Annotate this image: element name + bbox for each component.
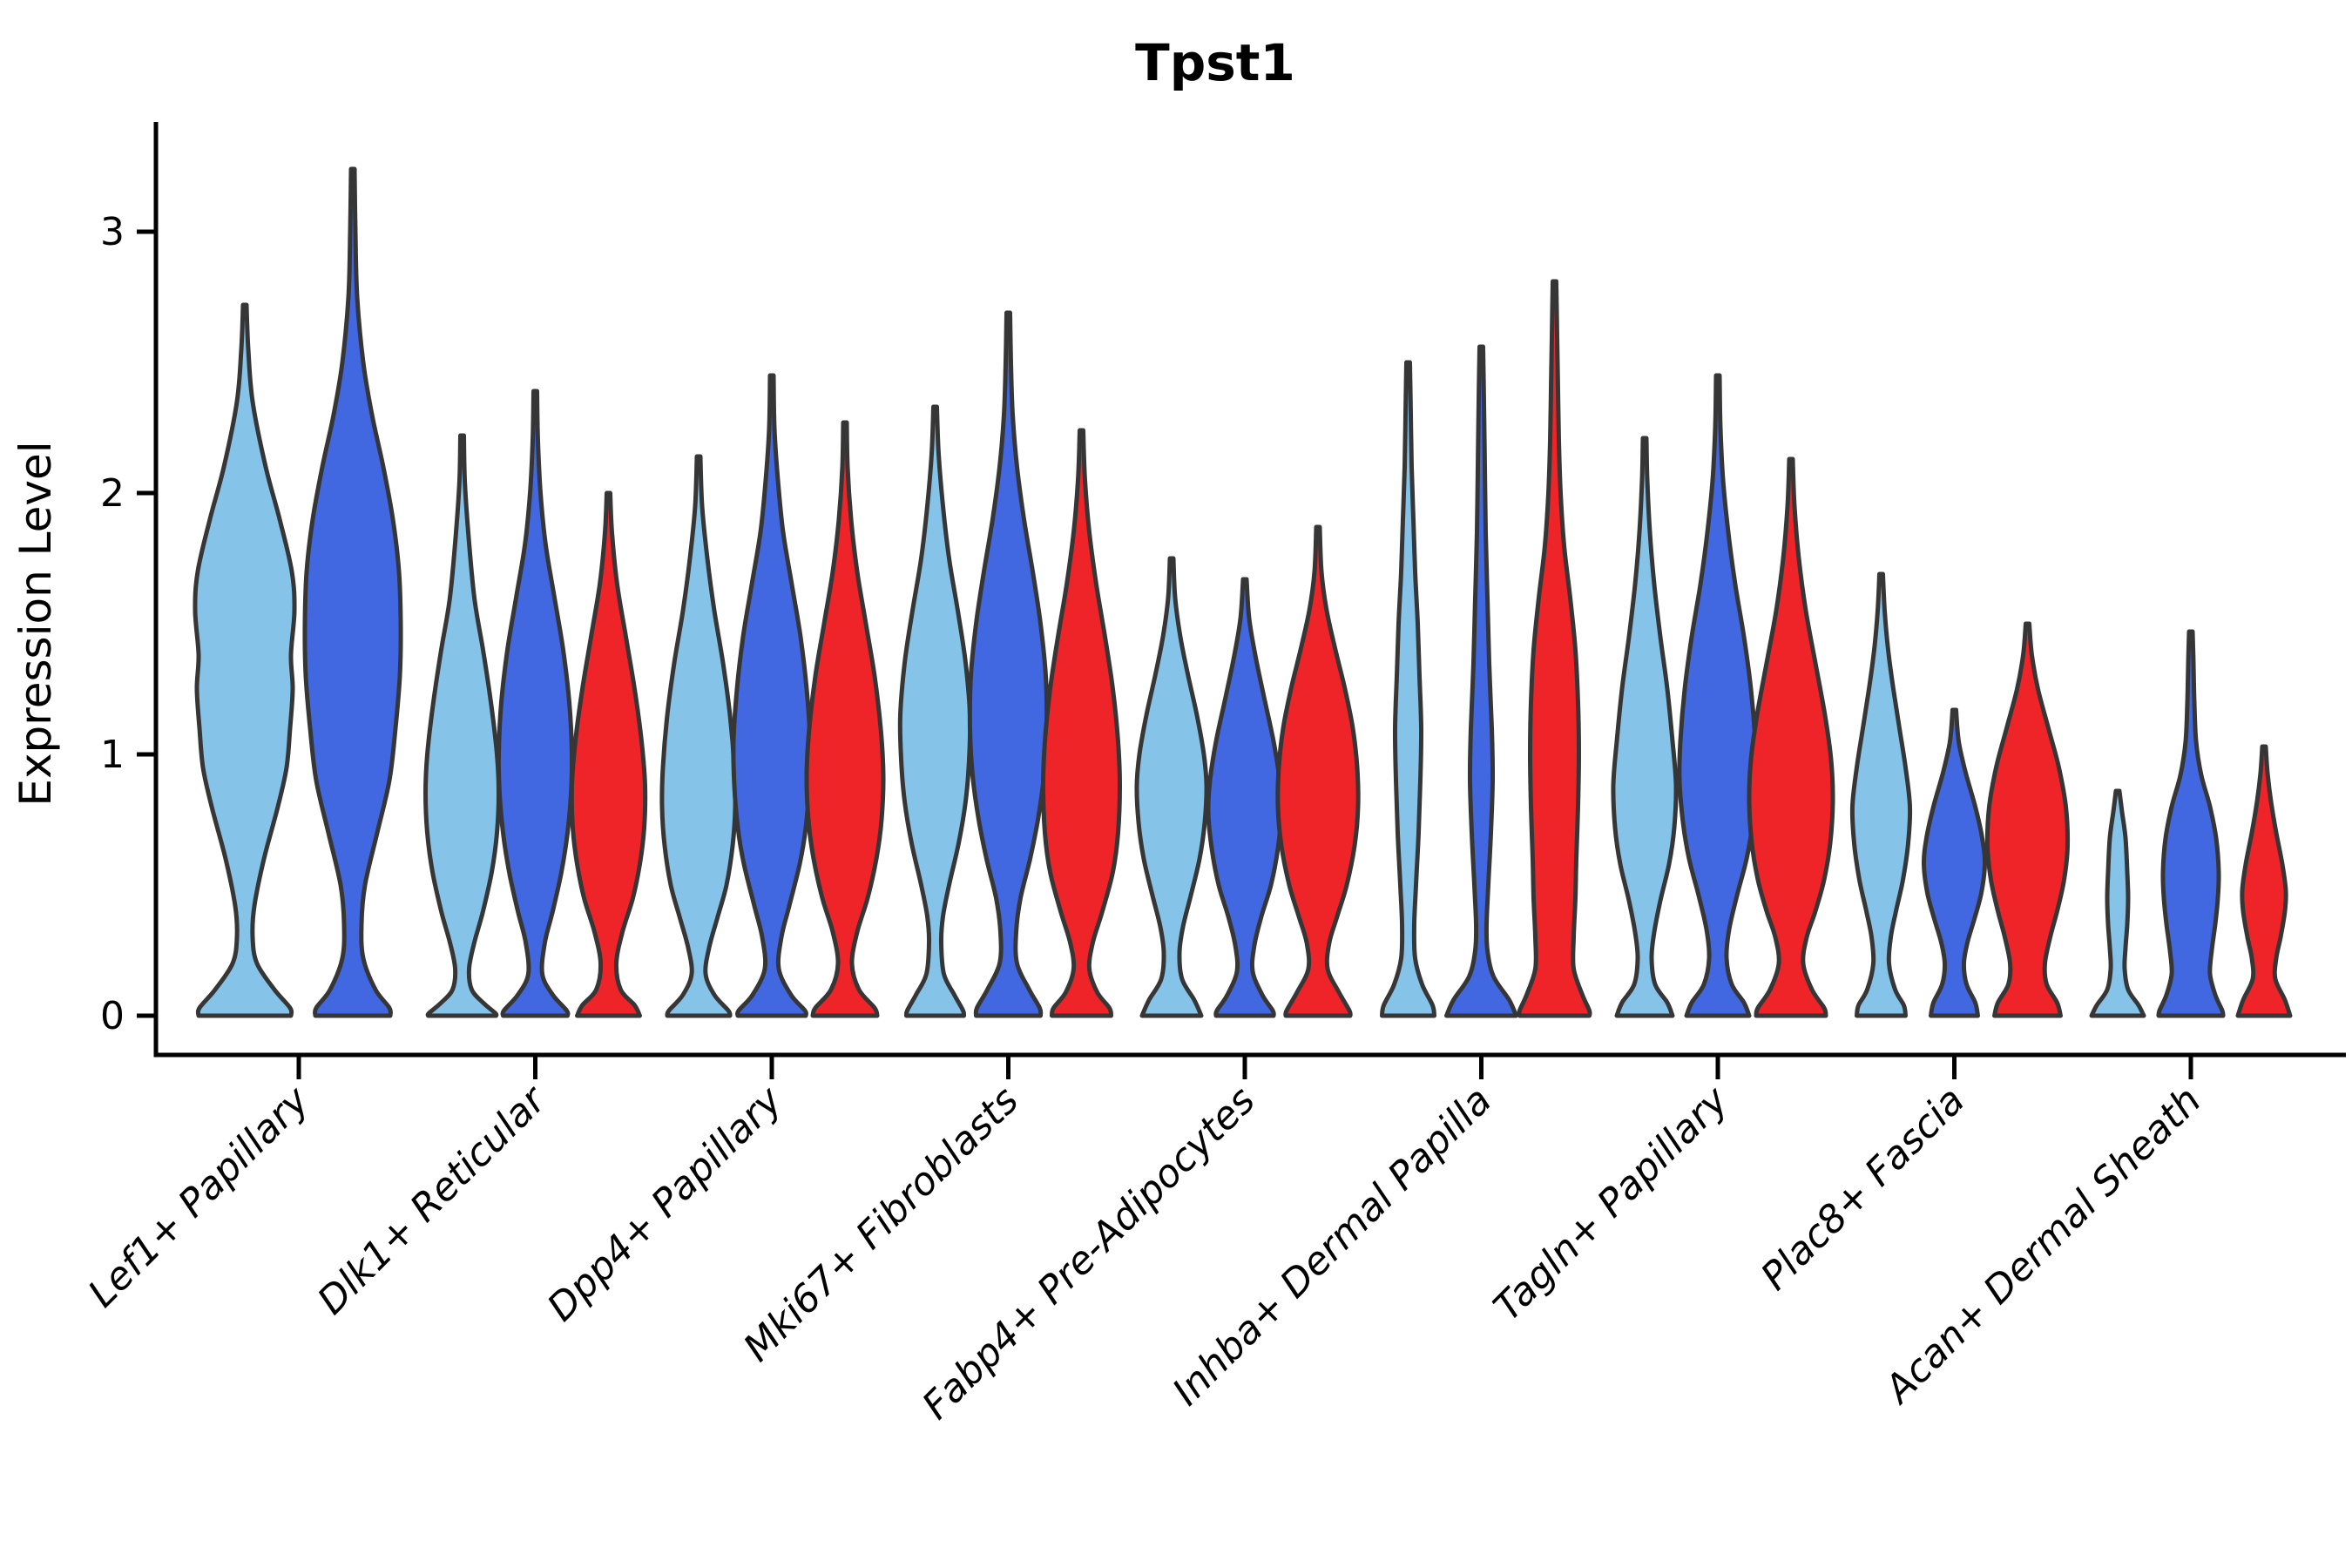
violin-tagln-red [1747, 456, 1835, 1018]
violin-lef1-dark-blue [302, 166, 403, 1018]
violin-dpp4-dark-blue [731, 373, 813, 1018]
plot-title: Tpst1 [1135, 33, 1295, 92]
y-tick-label: 0 [100, 994, 125, 1038]
x-category-label-1: Dlk1+ Reticular [309, 1077, 556, 1323]
violin-tagln-light-blue [1611, 436, 1679, 1018]
violin-mki67-light-blue [897, 404, 973, 1018]
y-tick-label: 3 [100, 210, 125, 254]
violin-dpp4-light-blue [659, 454, 738, 1018]
violin-mki67-dark-blue [967, 310, 1050, 1018]
violin-tagln-dark-blue [1677, 373, 1759, 1018]
violin-plac8-light-blue [1849, 571, 1913, 1018]
violin-inhba-light-blue [1380, 360, 1436, 1018]
violin-mki67-red [1041, 428, 1122, 1018]
violin-acan-red [2235, 744, 2293, 1018]
violin-acan-dark-blue [2156, 629, 2226, 1018]
violin-fabp4-red [1275, 524, 1361, 1018]
violin-dlk1-red [569, 490, 648, 1018]
x-category-label-0: Lef1+ Papillary [80, 1078, 319, 1316]
violins-layer [193, 166, 2293, 1018]
violin-dlk1-dark-blue [496, 389, 575, 1018]
violin-fabp4-light-blue [1134, 556, 1209, 1018]
violin-dpp4-red [804, 420, 886, 1018]
y-tick-label: 2 [100, 471, 125, 516]
x-category-label-6: Tagln+ Papillary [1485, 1078, 1737, 1329]
y-tick-label: 1 [100, 733, 125, 777]
violin-lef1-light-blue [193, 302, 297, 1018]
violin-acan-light-blue [2089, 788, 2146, 1018]
violin-dlk1-light-blue [423, 433, 501, 1018]
violin-inhba-dark-blue [1444, 344, 1518, 1018]
violin-plac8-red [1984, 621, 2071, 1018]
y-axis-label: Expression Level [10, 441, 61, 806]
violin-fabp4-dark-blue [1206, 577, 1284, 1018]
violin-plac8-dark-blue [1921, 707, 1988, 1018]
x-category-label-7: Plac8+ Fascia [1753, 1078, 1973, 1299]
violin-inhba-red [1517, 279, 1592, 1018]
x-category-label-2: Dpp4+ Papillary [539, 1078, 792, 1330]
